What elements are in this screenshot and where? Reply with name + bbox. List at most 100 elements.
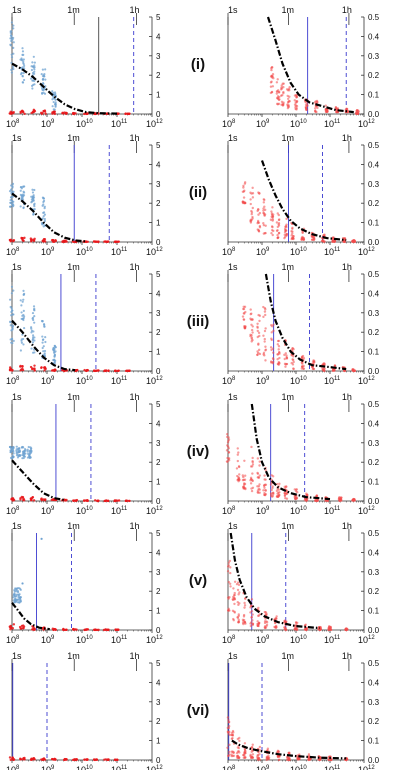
x-tick-label: 109 bbox=[41, 376, 55, 386]
red-point bbox=[226, 716, 230, 719]
red-point bbox=[29, 365, 33, 369]
red-point bbox=[256, 489, 260, 492]
red-point bbox=[251, 215, 254, 219]
x-tick-label: 1012 bbox=[146, 376, 163, 386]
fit-curve bbox=[231, 739, 347, 760]
red-point bbox=[93, 499, 97, 502]
blue-point bbox=[28, 449, 31, 452]
red-point bbox=[278, 351, 281, 354]
y-tick-label: 0.4 bbox=[368, 419, 380, 428]
red-point bbox=[355, 112, 358, 115]
red-point bbox=[97, 369, 100, 372]
red-point bbox=[271, 475, 275, 478]
red-point bbox=[275, 489, 279, 493]
red-point bbox=[258, 314, 262, 317]
blue-point bbox=[31, 191, 35, 194]
red-point bbox=[127, 112, 131, 116]
panel-ii-left: 1s 1m 1h 0 1 2 3 4 5 108 109 1010 1011 1012 bbox=[6, 133, 163, 257]
red-point bbox=[249, 624, 253, 628]
red-point bbox=[23, 758, 26, 761]
x-tick-label: 1012 bbox=[146, 635, 163, 645]
red-point bbox=[256, 757, 260, 761]
red-point bbox=[97, 240, 100, 243]
red-point bbox=[237, 746, 241, 750]
y-tick-label: 5 bbox=[156, 400, 161, 409]
panel-ii-right: 1s 1m 1h 0.0 0.1 0.2 0.3 0.4 0.5 108 109 1010 1011 10… bbox=[222, 133, 380, 257]
red-point bbox=[353, 499, 356, 502]
blue-point bbox=[10, 341, 13, 344]
red-point bbox=[285, 490, 289, 493]
blue-point bbox=[20, 339, 23, 342]
blue-point bbox=[20, 194, 24, 197]
time-mark-label: 1s bbox=[228, 392, 238, 402]
red-point bbox=[257, 343, 260, 346]
time-mark-label: 1m bbox=[281, 651, 294, 661]
red-point bbox=[114, 758, 117, 762]
red-point bbox=[94, 758, 97, 761]
red-point bbox=[249, 482, 253, 485]
y-tick-label: 4 bbox=[156, 32, 161, 41]
blue-point bbox=[33, 68, 36, 71]
red-point bbox=[11, 499, 14, 502]
x-tick-label: 109 bbox=[41, 247, 55, 257]
fit-curve bbox=[11, 602, 50, 631]
red-point bbox=[229, 585, 232, 588]
y-tick-label: 0.3 bbox=[368, 180, 380, 189]
red-point bbox=[12, 112, 15, 115]
red-point bbox=[263, 205, 266, 208]
blue-point bbox=[30, 331, 33, 334]
blue-point bbox=[9, 201, 12, 204]
x-tick-label: 1012 bbox=[358, 376, 375, 386]
red-point bbox=[9, 240, 12, 243]
blue-point bbox=[54, 104, 57, 107]
blue-point bbox=[23, 452, 26, 455]
red-point bbox=[85, 628, 88, 631]
red-point bbox=[290, 361, 293, 365]
blue-point bbox=[31, 336, 35, 339]
red-point bbox=[343, 239, 346, 242]
blue-point bbox=[18, 598, 21, 601]
red-point bbox=[65, 112, 68, 115]
red-point bbox=[264, 345, 267, 348]
blue-point bbox=[11, 449, 15, 452]
red-point bbox=[8, 756, 12, 759]
red-point bbox=[257, 213, 260, 216]
blue-point bbox=[20, 341, 23, 344]
red-point bbox=[304, 497, 307, 501]
y-tick-label: 0.1 bbox=[368, 737, 380, 746]
red-point bbox=[258, 224, 262, 228]
red-point bbox=[235, 467, 239, 470]
blue-point bbox=[19, 600, 22, 603]
blue-point bbox=[20, 311, 23, 314]
red-point bbox=[263, 231, 267, 235]
red-point bbox=[256, 353, 259, 356]
red-point bbox=[22, 625, 26, 628]
red-point bbox=[274, 624, 278, 628]
red-point bbox=[42, 240, 45, 243]
x-tick-label: 108 bbox=[6, 119, 20, 129]
red-point bbox=[241, 200, 245, 203]
red-point bbox=[276, 102, 279, 106]
red-point bbox=[251, 746, 254, 750]
blue-point bbox=[31, 79, 34, 82]
blue-point bbox=[9, 205, 12, 208]
time-mark-label: 1h bbox=[129, 133, 139, 143]
red-point bbox=[285, 217, 288, 221]
blue-point bbox=[52, 100, 55, 104]
red-point bbox=[249, 333, 252, 336]
time-mark-label: 1m bbox=[67, 133, 80, 143]
x-tick-label: 109 bbox=[41, 765, 55, 770]
red-point bbox=[250, 615, 253, 619]
red-point bbox=[294, 621, 298, 624]
x-tick-label: 1011 bbox=[111, 765, 128, 770]
blue-point bbox=[10, 188, 13, 191]
blue-point bbox=[19, 587, 22, 590]
time-mark-label: 1m bbox=[281, 521, 294, 531]
x-tick-label: 1011 bbox=[324, 506, 341, 516]
red-point bbox=[333, 364, 337, 367]
blue-point bbox=[22, 450, 25, 453]
y-tick-label: 2 bbox=[156, 328, 161, 337]
blue-point bbox=[54, 102, 57, 105]
x-tick-label: 108 bbox=[222, 506, 236, 516]
red-point bbox=[256, 228, 259, 231]
